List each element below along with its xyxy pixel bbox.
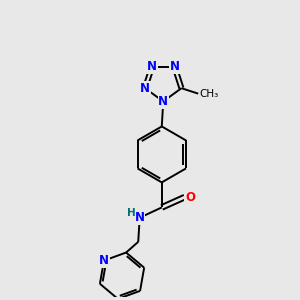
Text: N: N [147, 60, 157, 73]
Text: N: N [169, 60, 179, 73]
Text: N: N [99, 254, 109, 267]
Text: N: N [140, 82, 150, 95]
Text: O: O [185, 190, 195, 204]
Text: H: H [127, 208, 136, 218]
Text: N: N [158, 95, 168, 108]
Text: CH₃: CH₃ [200, 89, 219, 99]
Text: N: N [135, 211, 145, 224]
